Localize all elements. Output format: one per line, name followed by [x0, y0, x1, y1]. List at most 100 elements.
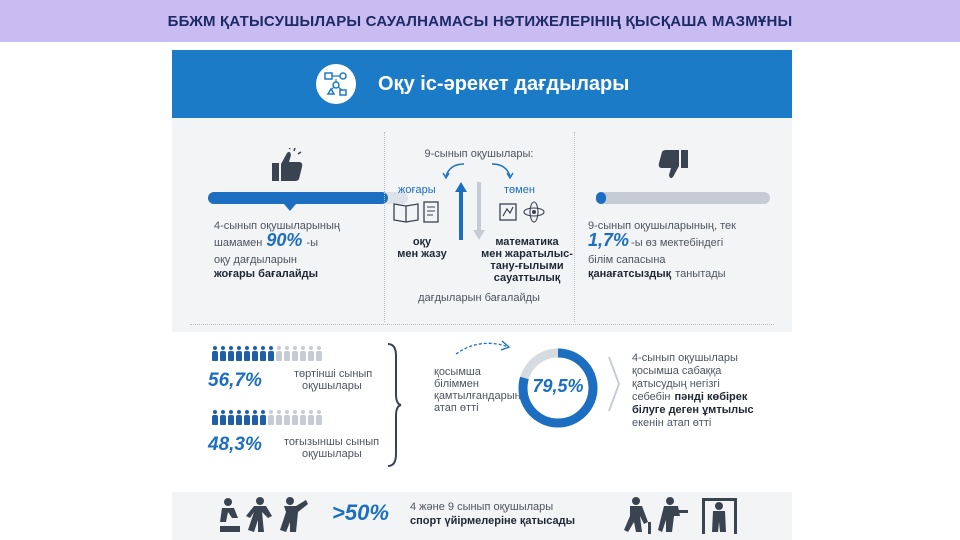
skill2-c: тану-ғылыми: [490, 260, 564, 272]
person-icon: [308, 346, 314, 361]
skill2-d: сауаттылық: [493, 272, 561, 284]
grade9-people: [212, 410, 322, 425]
sports-left-icon: [216, 496, 316, 540]
left-line3: оқу дағдыларын: [214, 254, 297, 266]
donut-arc: [518, 348, 598, 428]
donut-value: 79,5%: [532, 376, 584, 396]
sports-section: >50% 4 және 9 сынып оқушылары спорт үйір…: [172, 492, 792, 540]
person-icon: [252, 410, 258, 425]
left-progress-track: [208, 192, 408, 204]
left-progress-fill: [208, 192, 388, 204]
left-line2-post: -ы: [306, 237, 318, 249]
sports-value: >50%: [332, 500, 389, 525]
person-icon: [316, 410, 322, 425]
infographic: Оқу іс-әрекет дағдылары 4-сынып оқушылар…: [172, 42, 792, 540]
left-line4: жоғары бағалайды: [214, 268, 318, 280]
reason4: себебін пәнді көбірек: [632, 391, 747, 404]
person-icon: [220, 346, 226, 361]
reason1: 4-сынып оқушылары: [632, 352, 738, 364]
person-icon: [268, 410, 274, 425]
right-line2: 1,7% -ы өз мектебіндегі: [588, 230, 723, 250]
curve-arrow-icon: [454, 338, 514, 363]
high-label: жоғары: [398, 184, 436, 196]
reason3: қатысудың негізгі: [632, 378, 720, 390]
high-arrow-icon: [454, 180, 468, 247]
grade4-label2: оқушылары: [302, 380, 362, 392]
grade9-label1: тоғызыншы сынып: [284, 436, 380, 448]
thumbs-down-icon: [658, 148, 690, 187]
person-icon: [284, 410, 290, 425]
coverage-section: 56,7% төртінші сынып оқушылары 48,3% тоғ…: [172, 332, 792, 482]
person-icon: [236, 410, 242, 425]
thumbs-up-icon: [270, 146, 304, 189]
person-icon: [220, 410, 226, 425]
skills-diagram-icon: [316, 64, 356, 104]
person-icon: [260, 346, 266, 361]
infographic-title: Оқу іс-әрекет дағдылары: [378, 72, 630, 95]
person-icon: [268, 346, 274, 361]
book-icon: [392, 200, 442, 229]
skill2-b: мен жаратылыс-: [481, 248, 573, 260]
sports-right-icon: [622, 496, 742, 540]
chevron-right-icon: [608, 356, 621, 417]
curve-arrow-right-icon: [490, 162, 516, 185]
low-arrow-icon: [472, 180, 486, 247]
person-icon: [316, 346, 322, 361]
person-icon: [212, 410, 218, 425]
mid-line4: атап өтті: [434, 402, 479, 414]
right-value: 1,7%: [588, 230, 630, 250]
grade4-label1: төртінші сынып: [294, 368, 373, 380]
right-line1: 9-сынып оқушыларының, тек: [588, 220, 736, 232]
grade9-label2: оқушылары: [302, 448, 362, 460]
middle-footer: дағдыларын бағалайды: [418, 292, 540, 304]
divider-left: [384, 132, 385, 322]
reason6: екенін атап өтті: [632, 417, 712, 429]
person-icon: [236, 346, 242, 361]
middle-heading: 9-сынып оқушылары:: [424, 148, 534, 160]
skill1-b: мен жазу: [397, 248, 447, 260]
right-progress-track: [596, 192, 770, 204]
person-icon: [292, 346, 298, 361]
title-banner: ББЖМ ҚАТЫСУШЫЛАРЫ САУАЛНАМАСЫ НӘТИЖЕЛЕРІ…: [0, 0, 960, 42]
right-line4-post: танытады: [675, 268, 726, 280]
left-value: 90%: [266, 230, 303, 250]
reason5: білуге деген ұмтылыс: [632, 404, 754, 416]
skills-section: 4-сынып оқушыларының шамамен 90% -ы оқу …: [172, 118, 792, 332]
reason2: қосымша сабаққа: [632, 365, 722, 377]
person-icon: [292, 410, 298, 425]
mid-line1: қосымша: [434, 366, 481, 378]
mid-line3: қамтылғандарын: [434, 390, 521, 402]
low-label: төмен: [504, 184, 535, 196]
person-icon: [300, 346, 306, 361]
person-icon: [228, 346, 234, 361]
person-icon: [228, 410, 234, 425]
left-line2-pre: шамамен: [214, 237, 263, 249]
person-icon: [244, 346, 250, 361]
right-line3: білім сапасына: [588, 254, 666, 266]
grade4-people: [212, 346, 322, 361]
person-icon: [300, 410, 306, 425]
right-progress-fill: [596, 192, 606, 204]
donut-chart: [516, 346, 600, 435]
person-icon: [252, 346, 258, 361]
person-icon: [276, 346, 282, 361]
person-icon: [284, 346, 290, 361]
skill2-a: математика: [495, 236, 559, 248]
sports-line2: спорт үйірмелеріне қатысады: [410, 515, 575, 527]
divider-right: [574, 132, 575, 322]
sports-line1: 4 және 9 сынып оқушылары: [410, 501, 554, 513]
mid-line2: біліммен: [434, 378, 479, 390]
curve-arrow-left-icon: [440, 162, 466, 185]
right-line4: қанағатсыздық танытады: [588, 268, 726, 281]
reason4-bold: пәнді көбірек: [674, 391, 748, 403]
person-icon: [308, 410, 314, 425]
science-icon: [498, 200, 548, 229]
brace-icon: [386, 342, 402, 473]
grade4-value: 56,7%: [208, 370, 262, 391]
left-line1: 4-сынып оқушыларының: [214, 220, 340, 232]
person-icon: [260, 410, 266, 425]
right-line4-bold: қанағатсыздық: [588, 268, 672, 280]
section-divider: [190, 324, 774, 325]
person-icon: [244, 410, 250, 425]
